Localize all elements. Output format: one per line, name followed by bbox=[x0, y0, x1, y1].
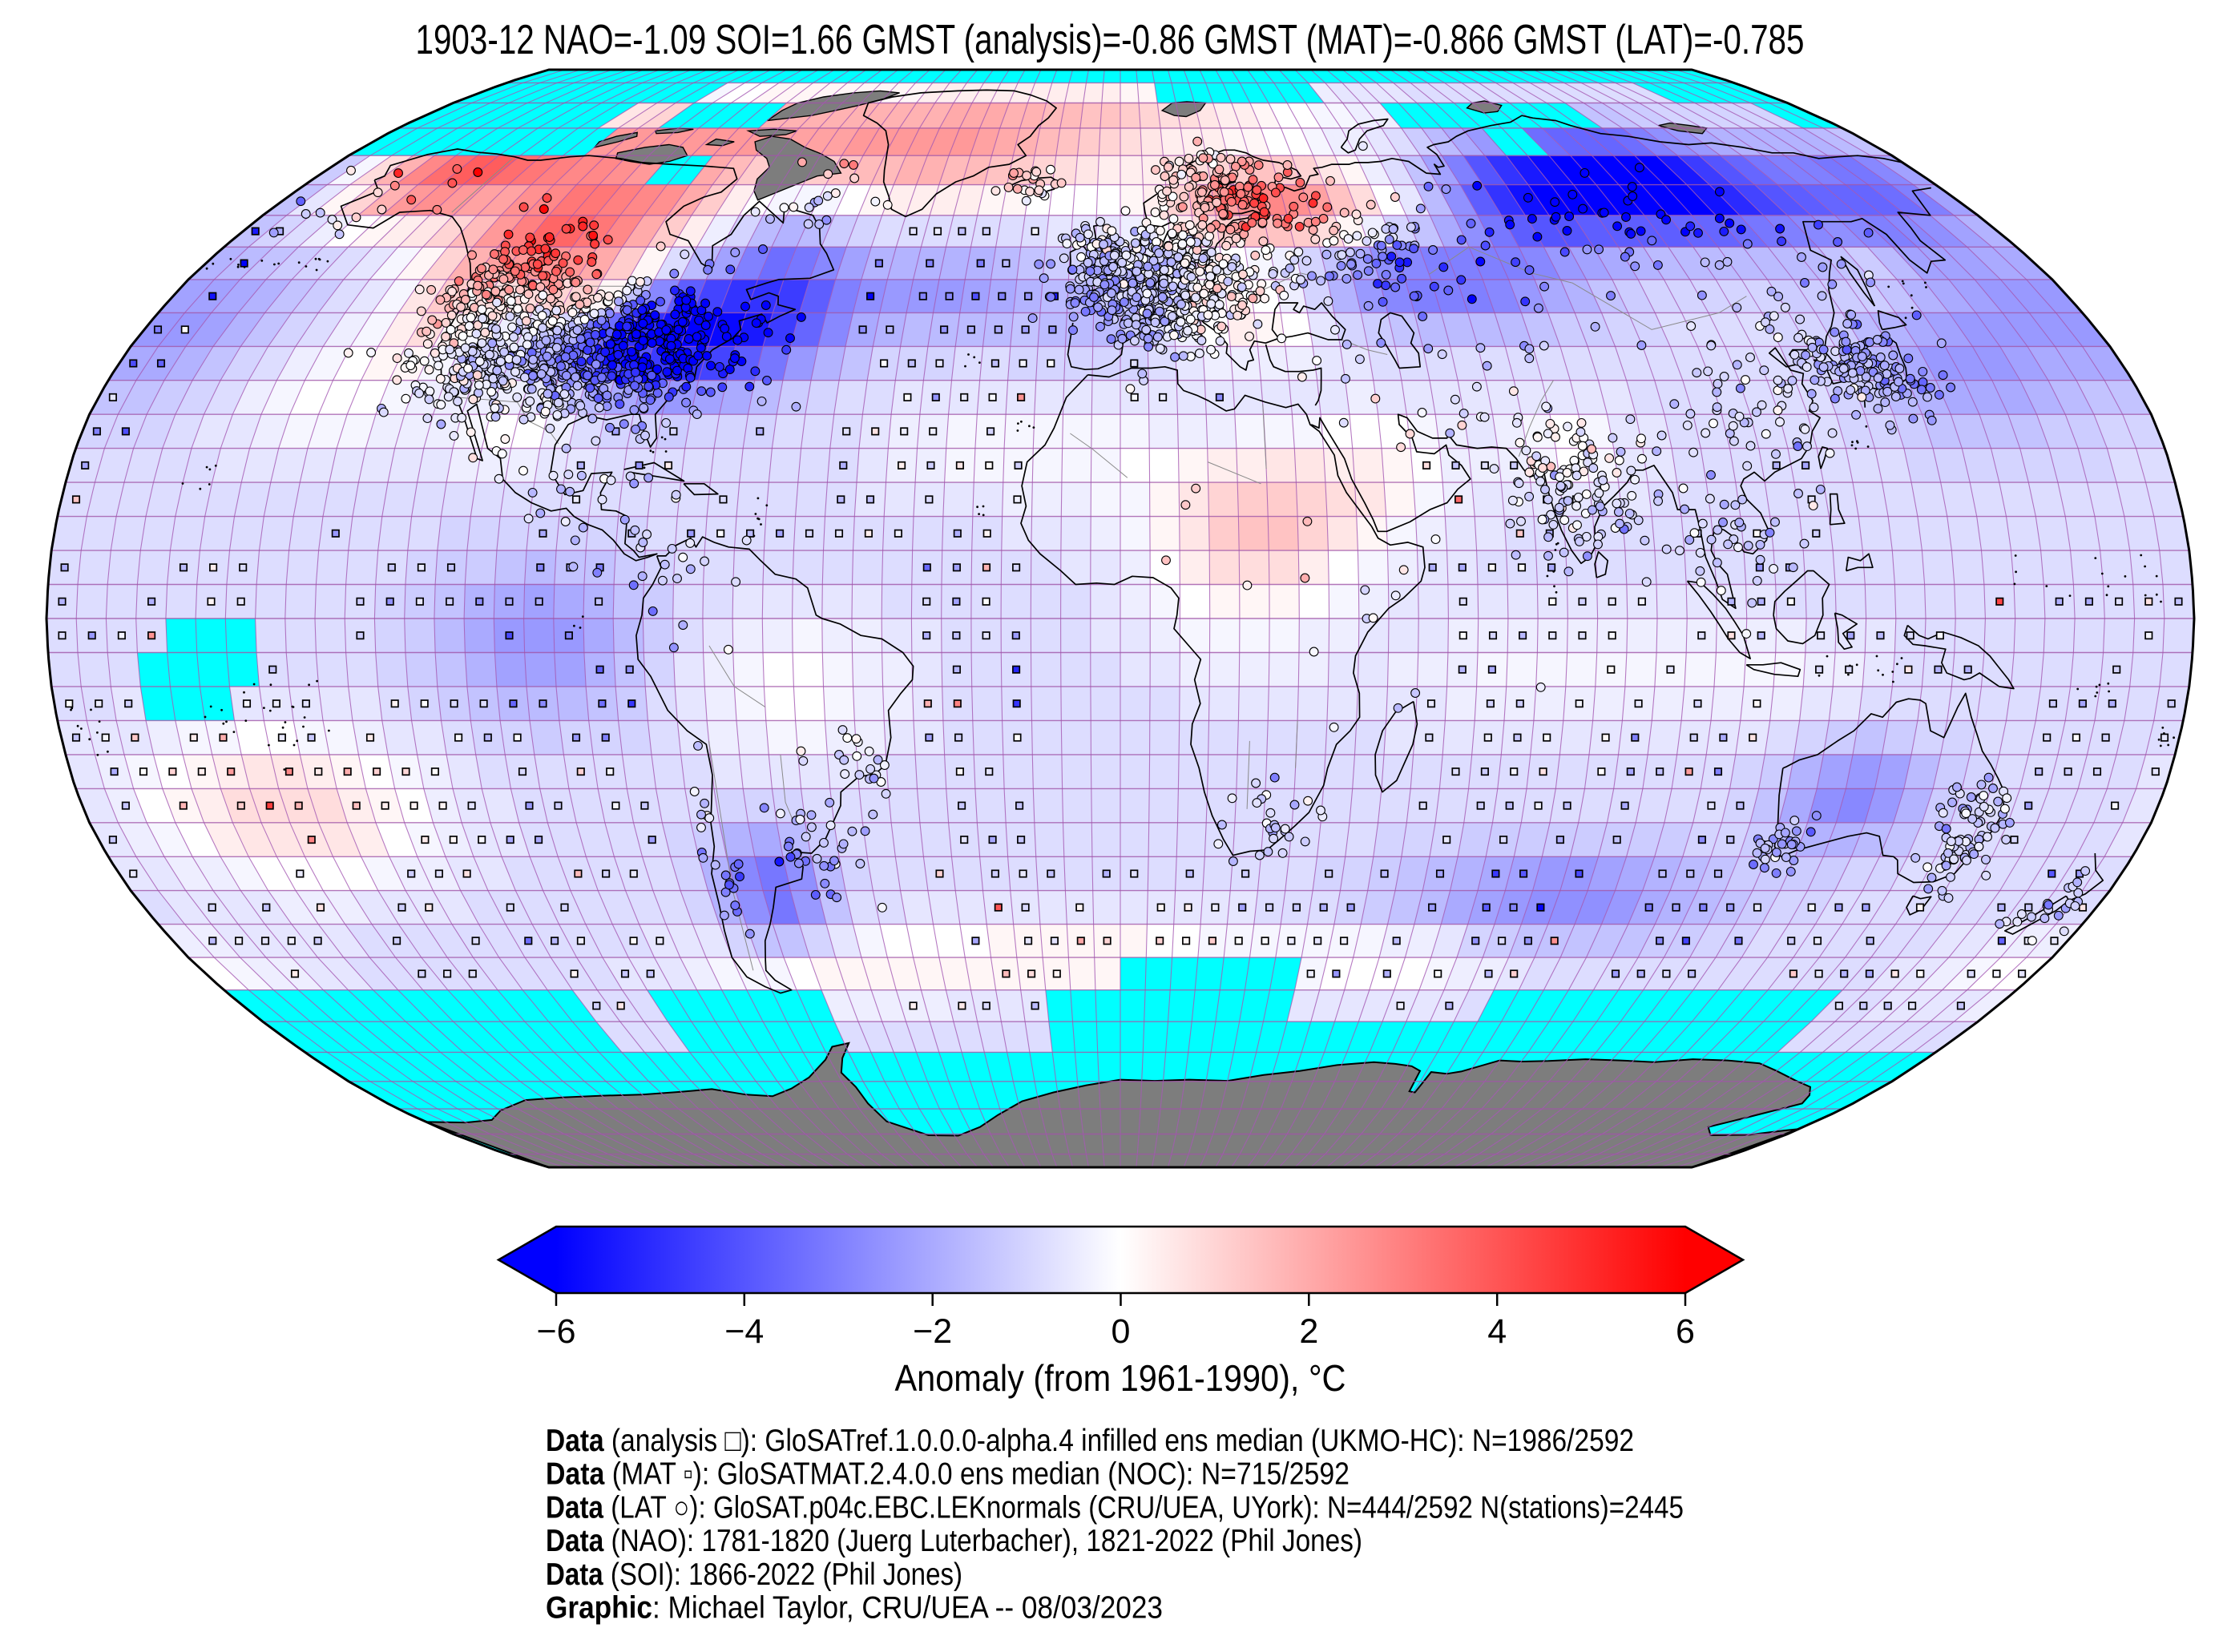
svg-text:Graphic: Michael Taylor, CRU/U: Graphic: Michael Taylor, CRU/UEA -- 08/0… bbox=[546, 1591, 1163, 1626]
svg-text:Anomaly (from 1961-1990), °C: Anomaly (from 1961-1990), °C bbox=[895, 1357, 1346, 1399]
svg-text:Data (analysis □): GloSATref.1: Data (analysis □): GloSATref.1.0.0.0-alp… bbox=[546, 1424, 1634, 1458]
svg-text:6: 6 bbox=[1676, 1312, 1695, 1351]
svg-text:0: 0 bbox=[1112, 1312, 1131, 1351]
svg-text:Data (SOI): 1866-2022 (Phil Jo: Data (SOI): 1866-2022 (Phil Jones) bbox=[546, 1557, 962, 1592]
svg-text:2: 2 bbox=[1299, 1312, 1318, 1351]
svg-text:1903-12 NAO=-1.09 SOI=1.66 GMS: 1903-12 NAO=-1.09 SOI=1.66 GMST (analysi… bbox=[416, 17, 1805, 63]
svg-text:Data (LAT ○): GloSAT.p04c.EBC.: Data (LAT ○): GloSAT.p04c.EBC.LEKnormals… bbox=[546, 1490, 1684, 1525]
svg-text:Data (MAT ▫): GloSATMAT.2.4.0.: Data (MAT ▫): GloSATMAT.2.4.0.0 ens medi… bbox=[546, 1457, 1350, 1492]
svg-text:Data (NAO): 1781-1820 (Juerg L: Data (NAO): 1781-1820 (Juerg Luterbacher… bbox=[546, 1524, 1362, 1558]
svg-text:4: 4 bbox=[1487, 1312, 1507, 1351]
svg-text:−2: −2 bbox=[913, 1312, 952, 1351]
svg-text:−4: −4 bbox=[724, 1312, 764, 1351]
svg-text:−6: −6 bbox=[536, 1312, 575, 1351]
